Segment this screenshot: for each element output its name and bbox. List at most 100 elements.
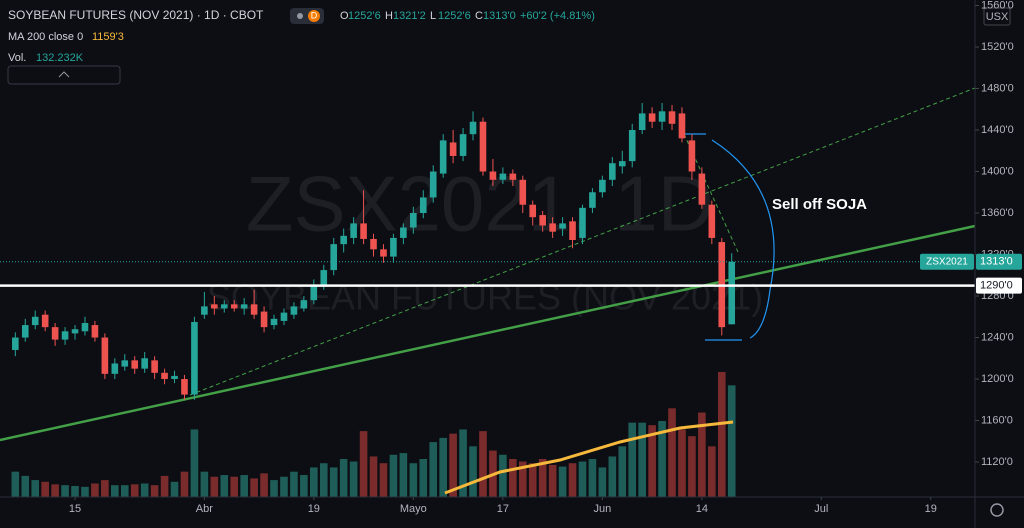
vol-value: 132.232K bbox=[36, 52, 84, 64]
y-tick-label: 1440'0 bbox=[981, 124, 1014, 136]
volume-bar bbox=[220, 475, 229, 497]
volume-bar bbox=[399, 453, 408, 497]
x-tick-label: Abr bbox=[196, 503, 213, 515]
volume-bar bbox=[439, 437, 447, 497]
candle-body bbox=[131, 360, 139, 369]
volume-layer bbox=[11, 372, 736, 497]
volume-bar bbox=[290, 471, 298, 497]
candle-body bbox=[181, 379, 188, 395]
candle-body bbox=[529, 204, 537, 218]
volume-bar bbox=[329, 467, 338, 497]
ohlc-key: L bbox=[430, 10, 436, 22]
price-line-label: 1290'0 bbox=[980, 280, 1013, 292]
candle-body bbox=[12, 337, 19, 350]
ohlc-value: 1321'2 bbox=[393, 10, 426, 22]
candle-body bbox=[489, 171, 497, 180]
settings-icon[interactable] bbox=[990, 503, 1004, 517]
candle-body bbox=[191, 321, 198, 395]
volume-bar bbox=[379, 463, 388, 497]
volume-bar bbox=[449, 433, 457, 497]
candle-body bbox=[350, 223, 357, 238]
badge bbox=[308, 10, 320, 22]
badge-text: D bbox=[311, 10, 318, 20]
y-tick-label: 1160'0 bbox=[981, 414, 1013, 426]
volume-bar bbox=[111, 485, 119, 497]
candle-body bbox=[330, 244, 338, 271]
volume-bar bbox=[310, 467, 318, 497]
candle-body bbox=[579, 207, 586, 238]
volume-bar bbox=[618, 446, 627, 497]
volume-bar bbox=[409, 463, 418, 497]
volume-bar bbox=[509, 458, 517, 497]
volume-bar bbox=[558, 466, 567, 497]
vol-label: Vol. bbox=[8, 52, 26, 64]
candle-body bbox=[31, 316, 39, 326]
annotation: Sell off SOJA bbox=[772, 196, 867, 213]
currency-box[interactable] bbox=[983, 7, 1011, 26]
change: +60'2 (+4.81%) bbox=[520, 10, 595, 22]
eye-icon bbox=[297, 13, 303, 19]
candle-body bbox=[230, 304, 238, 309]
volume-bar bbox=[250, 478, 258, 497]
volume-bar bbox=[339, 458, 348, 497]
volume-bar bbox=[389, 454, 398, 497]
ohlc-legend: O 1252'6 H 1321'2 L 1252'6 C 1313'0 +60'2 (+4.81… bbox=[340, 10, 595, 22]
volume-bar bbox=[260, 473, 268, 497]
y-tick-label: 1120'0 bbox=[981, 456, 1013, 468]
candle-body bbox=[81, 322, 89, 332]
collapse-arrow bbox=[58, 71, 70, 78]
ohlc-key: O bbox=[340, 10, 349, 22]
volume-bar bbox=[31, 480, 40, 497]
ohlc-key: H bbox=[385, 10, 393, 22]
volume-bar bbox=[588, 458, 597, 497]
volume-bar bbox=[349, 461, 358, 497]
ohlc-value: 1252'6 bbox=[348, 10, 381, 22]
y-tick-label: 1480'0 bbox=[981, 82, 1014, 94]
volume-bar bbox=[120, 485, 129, 497]
candle-body bbox=[519, 179, 527, 205]
candle-body bbox=[449, 142, 457, 156]
candle-body bbox=[419, 197, 427, 214]
y-tick-label: 1200'0 bbox=[981, 373, 1014, 385]
candle-body bbox=[678, 113, 686, 139]
candle-body bbox=[370, 238, 377, 250]
x-tick-label: Mayo bbox=[400, 503, 427, 515]
candle-body bbox=[509, 173, 517, 180]
volume-bar bbox=[658, 420, 666, 497]
volume-bar bbox=[628, 422, 637, 497]
candle-body bbox=[648, 113, 656, 122]
volume-bar bbox=[280, 476, 288, 497]
candle-body bbox=[240, 304, 248, 309]
last-price-label: 1313'0 bbox=[980, 256, 1013, 268]
y-tick-label: 1520'0 bbox=[981, 41, 1014, 53]
volume-bar bbox=[548, 464, 557, 497]
x-tick-label: 14 bbox=[696, 503, 708, 515]
x-tick-label: Jul bbox=[814, 503, 828, 515]
candle-body bbox=[151, 360, 158, 373]
collapse-box[interactable] bbox=[7, 65, 121, 85]
volume-bar bbox=[170, 481, 179, 497]
currency: USX bbox=[986, 11, 1009, 23]
candle-body bbox=[300, 300, 308, 309]
volume-bar bbox=[578, 461, 587, 497]
y-tick-label: 1400'0 bbox=[981, 165, 1014, 177]
volume-bar bbox=[319, 463, 328, 497]
volume-bar bbox=[538, 458, 547, 497]
volume-bar bbox=[200, 471, 209, 497]
volume-bar bbox=[727, 385, 736, 497]
y-tick-label: 1240'0 bbox=[981, 331, 1014, 343]
candle-body bbox=[161, 372, 168, 380]
candle-body bbox=[589, 192, 596, 208]
candle-body bbox=[638, 113, 646, 131]
volume-bar bbox=[71, 486, 79, 497]
candle-body bbox=[260, 311, 268, 328]
candle-body bbox=[439, 140, 447, 174]
volume-bar bbox=[668, 408, 676, 497]
volume-bar bbox=[300, 475, 308, 497]
volume-bar bbox=[180, 471, 189, 497]
volume-bar bbox=[61, 485, 69, 497]
candle-body bbox=[250, 304, 258, 315]
candle-body bbox=[728, 261, 736, 325]
candle-body bbox=[141, 358, 148, 369]
candle-body bbox=[658, 111, 666, 122]
